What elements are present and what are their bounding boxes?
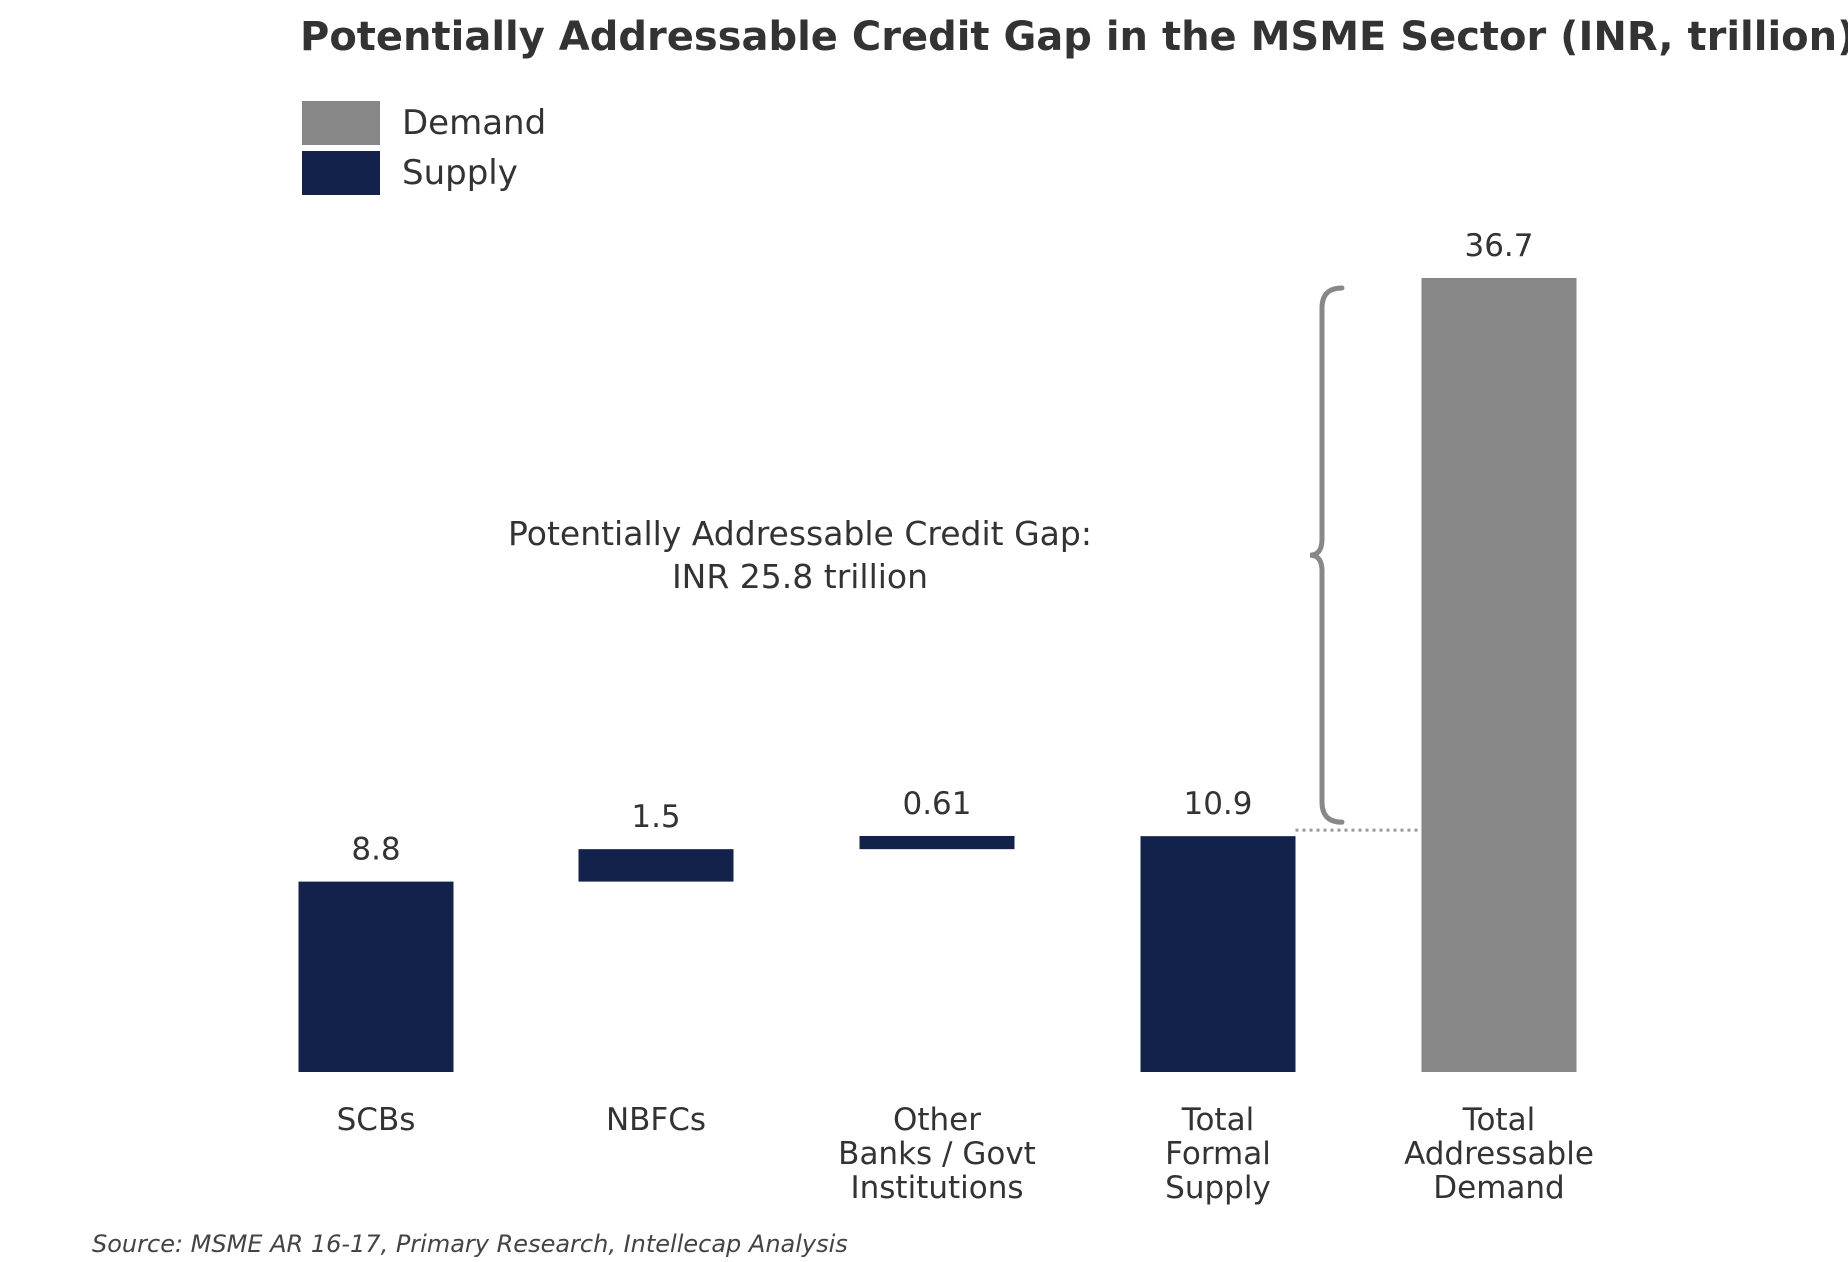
legend-label-demand: Demand bbox=[402, 103, 547, 143]
bar-total-formal-supply bbox=[1140, 836, 1296, 1072]
value-label: 8.8 bbox=[351, 832, 400, 868]
credit-gap-brace bbox=[1309, 285, 1345, 825]
category-label: NBFCs bbox=[606, 1102, 706, 1138]
bar-other-banks-govt-institutions bbox=[859, 835, 1015, 850]
value-label: 0.61 bbox=[902, 786, 971, 822]
credit-gap-annotation-line2: INR 25.8 trillion bbox=[671, 557, 929, 596]
value-label: 36.7 bbox=[1464, 228, 1533, 264]
category-label: Other Banks / Govt Institutions bbox=[838, 1102, 1036, 1206]
value-label: 10.9 bbox=[1183, 786, 1252, 822]
category-label: Total Formal Supply bbox=[1165, 1102, 1271, 1206]
category-label: Total Addressable Demand bbox=[1404, 1102, 1594, 1206]
bar-nbfcs bbox=[578, 849, 734, 882]
value-label: 1.5 bbox=[631, 799, 680, 835]
chart-title: Potentially Addressable Credit Gap in th… bbox=[300, 14, 1848, 60]
legend-item-demand: Demand bbox=[302, 100, 546, 146]
category-label: SCBs bbox=[337, 1102, 416, 1138]
bar-total-addressable-demand bbox=[1421, 278, 1577, 1072]
legend-swatch-supply bbox=[302, 151, 380, 195]
credit-gap-annotation: Potentially Addressable Credit Gap: INR … bbox=[480, 512, 1120, 598]
bar-scbs bbox=[298, 881, 454, 1072]
legend-label-supply: Supply bbox=[402, 153, 518, 193]
credit-gap-annotation-line1: Potentially Addressable Credit Gap: bbox=[508, 514, 1092, 553]
legend-swatch-demand bbox=[302, 101, 380, 145]
legend-item-supply: Supply bbox=[302, 150, 518, 196]
source-note: Source: MSME AR 16-17, Primary Research,… bbox=[92, 1230, 848, 1258]
